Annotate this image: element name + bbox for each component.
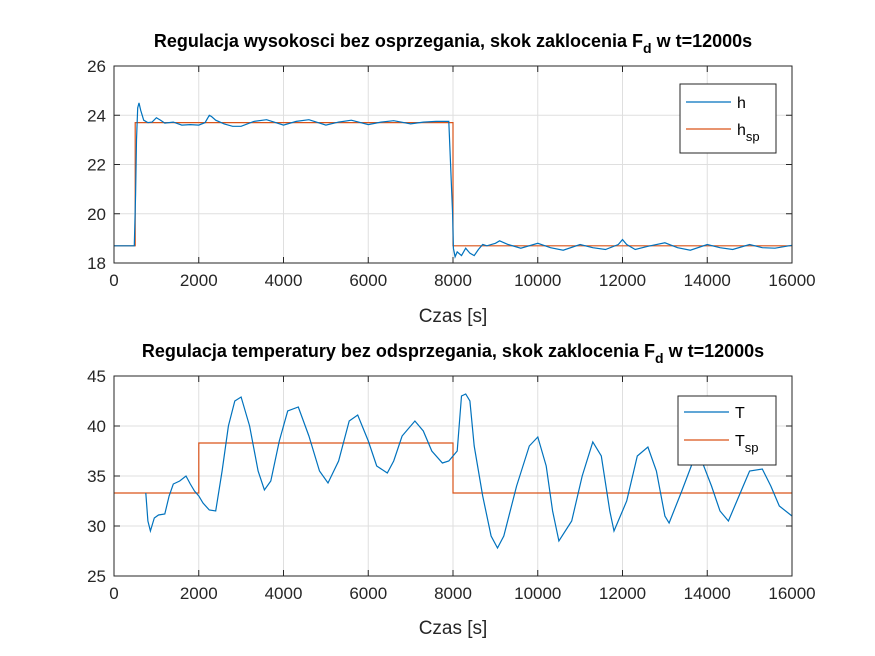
chart-title: Regulacja temperatury bez odsprzegania, …	[142, 341, 764, 366]
y-tick-label: 45	[87, 367, 106, 386]
x-tick-label: 2000	[180, 271, 218, 290]
x-tick-label: 8000	[434, 271, 472, 290]
legend-label-subscript: sp	[745, 440, 759, 455]
chart-title-tail: w t=12000s	[664, 341, 765, 361]
chart-title-subscript: d	[643, 40, 652, 56]
legend-box	[677, 395, 777, 466]
temperature-chart: 0 2000 4000 6000 8000 10000 12000 14000 16000 25 3…	[87, 341, 816, 639]
y-tick-label: 26	[87, 57, 106, 76]
y-tick-label: 40	[87, 417, 106, 436]
legend-label-main: h	[737, 122, 746, 139]
series-line-t	[145, 393, 792, 550]
y-tick-label: 18	[87, 254, 106, 273]
legend-label: hsp	[737, 122, 760, 144]
chart-title-main: Regulacja wysokosci bez osprzegania, sko…	[154, 31, 643, 51]
x-tick-label: 6000	[349, 584, 387, 603]
chart-title-subscript: d	[655, 350, 664, 366]
legend-box	[679, 83, 777, 154]
x-axis-label: Czas [s]	[419, 306, 488, 327]
series-line-t-sp	[114, 442, 792, 494]
y-tick-label: 30	[87, 517, 106, 536]
x-tick-label: 2000	[180, 584, 218, 603]
x-tick-label: 8000	[434, 584, 472, 603]
y-tick-label: 35	[87, 467, 106, 486]
x-axis-label: Czas [s]	[419, 618, 488, 639]
legend-label-main: h	[737, 95, 746, 112]
height-chart: 0 2000 4000 6000 8000 10000 12000 14000 16000 18 2…	[87, 31, 816, 327]
series-line-h	[114, 102, 792, 259]
x-tick-label: 10000	[514, 584, 561, 603]
x-tick-label: 4000	[265, 584, 303, 603]
legend-label: T	[735, 405, 745, 422]
x-tick-label: 12000	[599, 271, 646, 290]
chart-title-tail: w t=12000s	[652, 31, 753, 51]
x-tick-label: 14000	[684, 271, 731, 290]
legend-label: Tsp	[735, 433, 759, 455]
y-tick-label: 22	[87, 156, 106, 175]
x-tick-label: 4000	[265, 271, 303, 290]
x-tick-label: 14000	[684, 584, 731, 603]
x-tick-label: 0	[109, 271, 118, 290]
x-tick-label: 16000	[768, 271, 815, 290]
y-tick-label: 24	[87, 106, 106, 125]
x-tick-label: 10000	[514, 271, 561, 290]
chart-title: Regulacja wysokosci bez osprzegania, sko…	[154, 31, 752, 56]
x-tick-label: 0	[109, 584, 118, 603]
x-tick-label: 6000	[349, 271, 387, 290]
y-tick-label: 25	[87, 567, 106, 586]
legend-label-main: T	[735, 405, 745, 422]
y-tick-label: 20	[87, 205, 106, 224]
x-tick-label: 16000	[768, 584, 815, 603]
legend-label: h	[737, 95, 746, 112]
legend-label-subscript: sp	[746, 129, 760, 144]
chart-title-main: Regulacja temperatury bez odsprzegania, …	[142, 341, 655, 361]
legend-label-main: T	[735, 433, 745, 450]
x-tick-label: 12000	[599, 584, 646, 603]
